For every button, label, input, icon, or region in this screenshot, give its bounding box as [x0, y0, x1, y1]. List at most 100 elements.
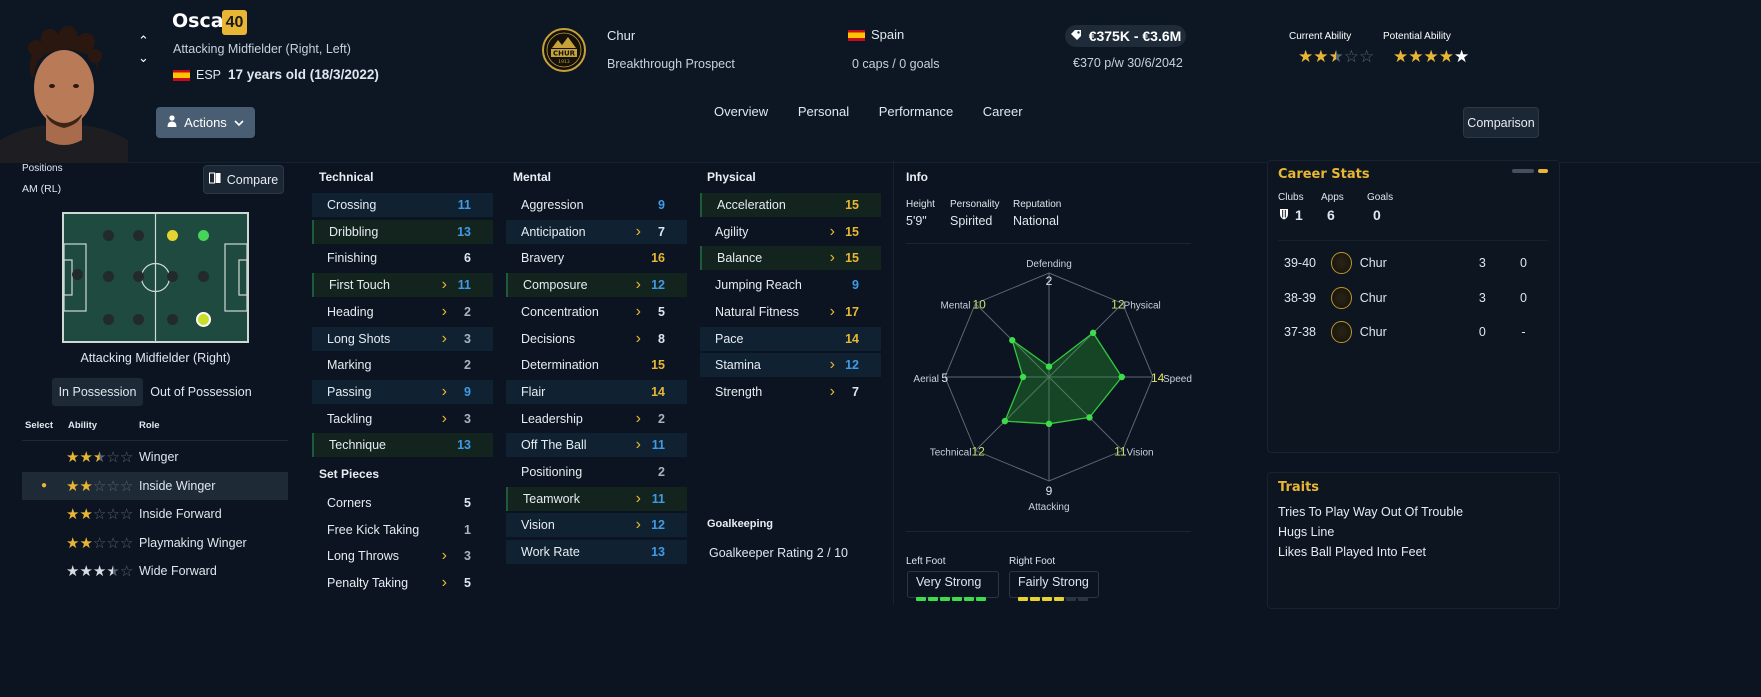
- position-dot-selected[interactable]: [196, 312, 211, 327]
- career-row[interactable]: 38-39 Chur 3 0: [1284, 286, 1544, 310]
- role-row[interactable]: ★★★★☆ Wide Forward: [22, 557, 288, 585]
- tab-personal[interactable]: Personal: [797, 104, 850, 119]
- previous-player-chevron-icon[interactable]: ⌃: [138, 33, 149, 48]
- role-row[interactable]: ● ★★☆☆☆ Inside Winger: [22, 471, 288, 500]
- attribute-value: 12: [845, 358, 859, 373]
- attribute-row[interactable]: Corners 5: [312, 491, 493, 515]
- value-range-badge[interactable]: €375K - €3.6M: [1065, 25, 1186, 47]
- roles-header-role: Role: [139, 420, 160, 431]
- club-badge[interactable]: CHUR 1913: [542, 28, 586, 75]
- attribute-name: Concentration: [521, 304, 599, 319]
- radar-axis-value: 14: [1151, 371, 1165, 385]
- trait-item[interactable]: Hugs Line: [1278, 525, 1335, 539]
- attribute-row[interactable]: Flair 14: [506, 379, 687, 404]
- position-dot: [72, 269, 83, 280]
- attribute-row[interactable]: Free Kick Taking 1: [312, 518, 493, 542]
- personality-value: Spirited: [950, 214, 993, 228]
- attribute-row[interactable]: Finishing 6: [312, 246, 493, 270]
- attribute-row[interactable]: Tackling › 3: [312, 407, 493, 431]
- attribute-row[interactable]: Heading › 2: [312, 300, 493, 324]
- attribute-row[interactable]: Bravery 16: [506, 246, 687, 270]
- club-name[interactable]: Chur: [607, 28, 636, 43]
- attribute-name: Strength: [715, 384, 763, 399]
- nation[interactable]: Spain: [848, 27, 904, 42]
- reputation-label: Reputation: [1013, 199, 1062, 210]
- attribute-row[interactable]: Positioning 2: [506, 460, 687, 484]
- trait-item[interactable]: Likes Ball Played Into Feet: [1278, 545, 1426, 559]
- role-row[interactable]: ★★☆☆☆ Playmaking Winger: [22, 529, 288, 557]
- height-label: Height: [906, 199, 935, 210]
- attribute-row[interactable]: First Touch › 11: [312, 273, 493, 298]
- attribute-value: 2: [464, 358, 471, 373]
- attribute-value: 16: [651, 251, 665, 266]
- attribute-row[interactable]: Crossing 11: [312, 193, 493, 217]
- trait-item[interactable]: Tries To Play Way Out Of Trouble: [1278, 505, 1464, 519]
- role-select-indicator[interactable]: ●: [40, 480, 48, 491]
- attribute-name: Determination: [521, 358, 599, 373]
- attribute-row[interactable]: Strength › 7: [700, 380, 881, 404]
- attribute-value: 15: [845, 251, 859, 266]
- radar-axis-label: Physical: [1124, 300, 1161, 311]
- foot-strength-segment: [1054, 597, 1064, 601]
- next-player-chevron-icon[interactable]: ⌄: [138, 50, 149, 65]
- career-apps: 0: [1478, 325, 1486, 339]
- attribute-row[interactable]: Balance › 15: [700, 246, 881, 271]
- attribute-row[interactable]: Penalty Taking › 5: [312, 571, 493, 595]
- pitch-caption: Attacking Midfielder (Right): [80, 351, 231, 365]
- current-ability-stars: ★★★☆☆: [1298, 47, 1375, 66]
- club-badge-icon: [1331, 286, 1352, 309]
- tab-career[interactable]: Career: [982, 104, 1023, 119]
- attribute-row[interactable]: Teamwork › 11: [506, 486, 687, 511]
- attribute-row[interactable]: Agility › 15: [700, 220, 881, 244]
- attribute-row[interactable]: Passing › 9: [312, 379, 493, 404]
- attribute-row[interactable]: Long Throws › 3: [312, 544, 493, 568]
- tab-performance[interactable]: Performance: [878, 104, 954, 119]
- position-dot: [133, 271, 144, 282]
- attribute-row[interactable]: Stamina › 12: [700, 353, 881, 378]
- attribute-name: Tackling: [327, 411, 373, 426]
- attribute-row[interactable]: Dribbling 13: [312, 219, 493, 244]
- attribute-row[interactable]: Leadership › 2: [506, 407, 687, 431]
- roles-header-select: Select: [25, 420, 53, 431]
- tab-out-of-possession[interactable]: Out of Possession: [150, 385, 252, 399]
- role-row[interactable]: ★★☆☆☆ Inside Forward: [22, 500, 288, 528]
- attribute-row[interactable]: Jumping Reach 9: [700, 273, 881, 297]
- attribute-row[interactable]: Technique 13: [312, 433, 493, 458]
- role-row[interactable]: ★★★☆☆ Winger: [22, 443, 288, 471]
- attribute-row[interactable]: Concentration › 5: [506, 300, 687, 324]
- attribute-value: 3: [464, 331, 471, 346]
- clubs-label: Clubs: [1278, 192, 1304, 203]
- attribute-row[interactable]: Long Shots › 3: [312, 326, 493, 351]
- progress-arrow-icon: ›: [441, 302, 447, 320]
- attribute-row[interactable]: Decisions › 8: [506, 327, 687, 351]
- attribute-row[interactable]: Vision › 12: [506, 513, 687, 538]
- reputation-value: National: [1013, 214, 1059, 228]
- career-row[interactable]: 37-38 Chur 0 -: [1284, 320, 1544, 344]
- attribute-row[interactable]: Anticipation › 7: [506, 219, 687, 244]
- comparison-button[interactable]: Comparison: [1463, 107, 1539, 138]
- shield-icon: [1279, 207, 1289, 223]
- career-stats-panel: [1267, 160, 1560, 453]
- compare-button[interactable]: Compare: [203, 165, 284, 194]
- tab-overview[interactable]: Overview: [714, 104, 769, 119]
- attribute-row[interactable]: Pace 14: [700, 326, 881, 351]
- position-dot: [133, 314, 144, 325]
- actions-button[interactable]: Actions: [156, 107, 255, 138]
- attribute-row[interactable]: Aggression 9: [506, 193, 687, 217]
- tab-in-possession[interactable]: In Possession: [52, 378, 143, 406]
- attribute-row[interactable]: Marking 2: [312, 353, 493, 377]
- attribute-row[interactable]: Work Rate 13: [506, 540, 687, 565]
- attribute-row[interactable]: Determination 15: [506, 353, 687, 377]
- traits-panel: [1267, 472, 1560, 609]
- progress-arrow-icon: ›: [635, 489, 641, 507]
- foot-strength-segment: [916, 597, 926, 601]
- attribute-row[interactable]: Composure › 12: [506, 273, 687, 298]
- page-indicator-active[interactable]: [1538, 169, 1548, 173]
- career-row[interactable]: 39-40 Chur 3 0: [1284, 251, 1544, 275]
- page-indicator[interactable]: [1512, 169, 1534, 173]
- attribute-row[interactable]: Off The Ball › 11: [506, 433, 687, 458]
- attribute-row[interactable]: Natural Fitness › 17: [700, 300, 881, 324]
- attribute-row[interactable]: Acceleration 15: [700, 193, 881, 217]
- career-club: Chur: [1359, 290, 1387, 305]
- left-foot-rating: Very Strong: [907, 571, 999, 601]
